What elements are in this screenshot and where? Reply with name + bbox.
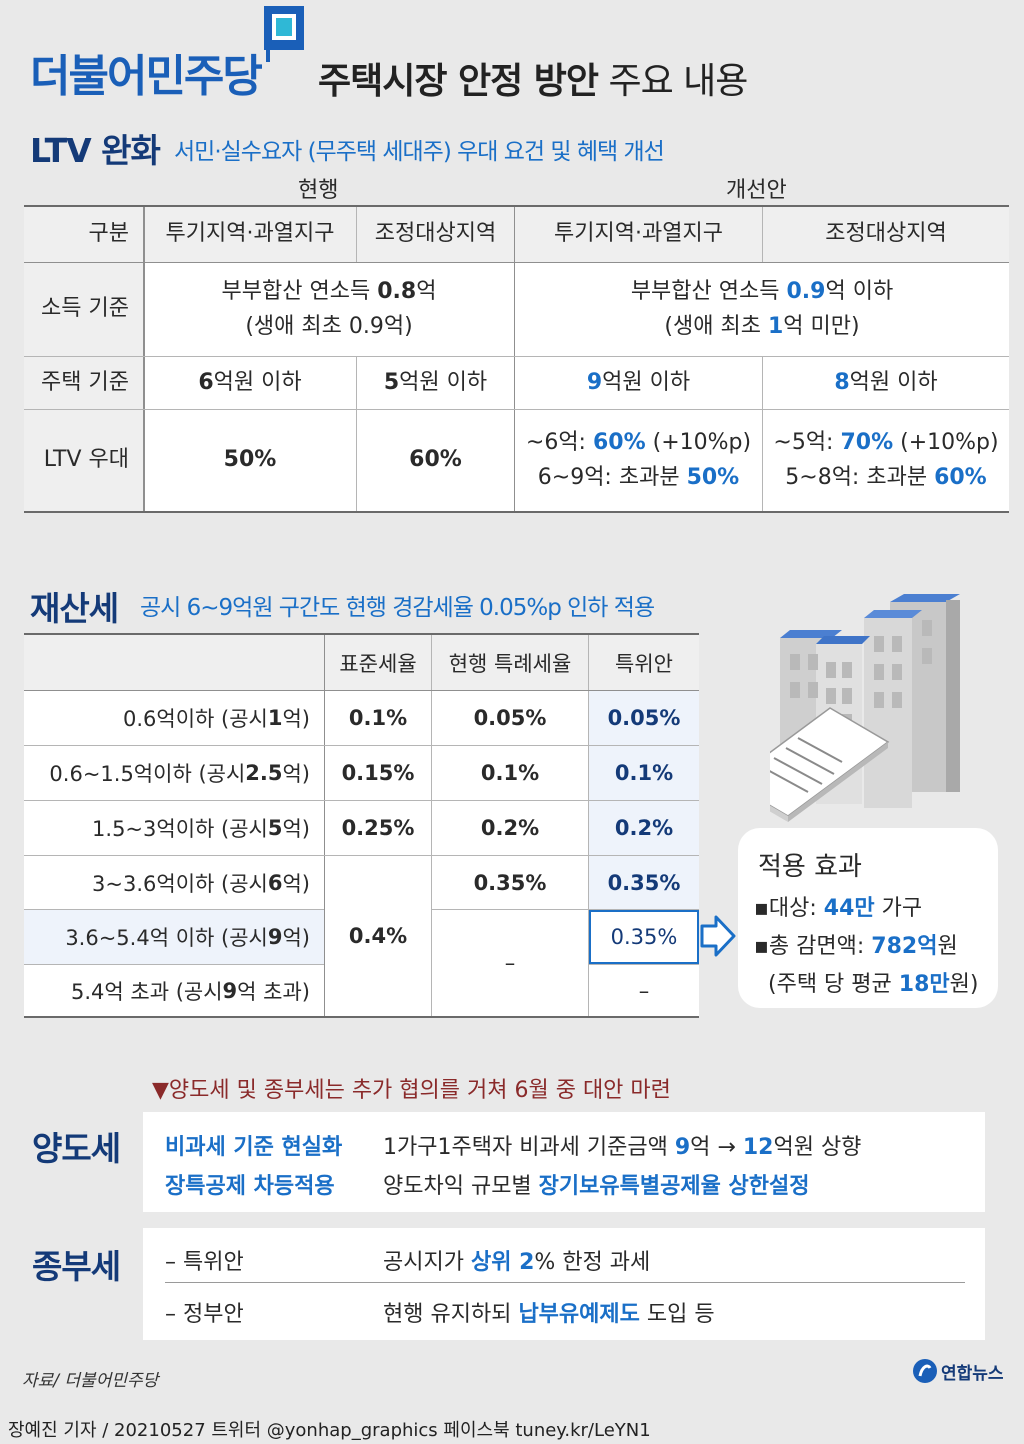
comprehensive-item2-key: – 정부안 xyxy=(165,1302,244,1327)
transfer-tax-label: 양도세 xyxy=(32,1129,121,1168)
current-special-rate: 0.05% xyxy=(473,706,547,730)
current-special-rate-merged: – xyxy=(504,951,516,975)
col-header-standard-rate: 표준세율 xyxy=(339,651,417,676)
table-row-range: 1.5~3억이하 (공시 5 억) xyxy=(92,816,310,841)
proposal-rate: 0.1% xyxy=(614,761,674,785)
house-current-speculative: 6 억원 이하 xyxy=(198,369,302,395)
row-label-ltv: LTV 우대 xyxy=(43,447,129,473)
proposal-rate: 0.2% xyxy=(614,816,674,840)
credit-line: 장예진 기자 / 20210527 트위터 @yonhap_graphics 페… xyxy=(8,1420,651,1441)
comprehensive-item2-desc: 현행 유지하되 납부유예제도 도입 등 xyxy=(383,1302,715,1327)
transfer-item1-desc: 1가구1주택자 비과세 기준금액 9억 → 12억원 상향 xyxy=(383,1135,862,1160)
effect-reduction: ▪총 감면액: 782억원 xyxy=(754,934,958,959)
ltv-current-speculative: 50% xyxy=(223,447,277,473)
property-tax-table: 표준세율 현행 특례세율 특위안 0.6억이하 (공시 1 억) 0.6~1.5억… xyxy=(24,633,699,1018)
divider xyxy=(165,1282,965,1283)
followup-note: ▼양도세 및 종부세는 추가 협의를 거쳐 6월 중 대안 마련 xyxy=(152,1078,671,1103)
house-improved-adjusted: 8 억원 이하 xyxy=(834,369,938,395)
effect-target: ▪대상: 44만 가구 xyxy=(754,896,923,921)
comprehensive-tax-box: – 특위안 공시지가 상위 2% 한정 과세 – 정부안 현행 유지하되 납부유… xyxy=(143,1228,985,1340)
house-improved-speculative: 9 억원 이하 xyxy=(586,369,691,395)
table-row-range-highlight: 3.6~5.4억 이하 (공시 9 억) xyxy=(65,925,310,950)
standard-rate: 0.15% xyxy=(341,761,415,785)
effect-summary-box: 적용 효과 ▪대상: 44만 가구 ▪총 감면액: 782억원 (주택 당 평균… xyxy=(738,828,998,1008)
transfer-tax-box: 비과세 기준 현실화 1가구1주택자 비과세 기준금액 9억 → 12억원 상향… xyxy=(143,1112,985,1212)
page-title: 주택시장 안정 방안 주요 내용 xyxy=(318,61,748,102)
party-name: 더불어민주당 xyxy=(30,51,263,102)
ltv-section-title: LTV 완화 xyxy=(30,131,161,170)
yonhap-logo: 연합뉴스 xyxy=(912,1358,1004,1384)
party-flag-icon xyxy=(262,4,306,62)
ltv-current-adjusted: 60% xyxy=(409,447,462,473)
transfer-item2-desc: 양도차익 규모별 장기보유특별공제율 상한설정 xyxy=(383,1174,810,1199)
table-row-range: 0.6억이하 (공시 1 억) xyxy=(122,706,310,731)
current-special-rate: 0.1% xyxy=(480,761,540,785)
standard-rate: 0.25% xyxy=(341,816,415,840)
transfer-item2-key: 장특공제 차등적용 xyxy=(165,1174,335,1199)
current-special-rate: 0.2% xyxy=(480,816,540,840)
proposal-rate: 0.35% xyxy=(607,870,681,895)
col-header-label: 구분 xyxy=(88,221,129,247)
property-tax-subtitle: 공시 6~9억원 구간도 현행 경감세율 0.05%p 인하 적용 xyxy=(140,595,655,621)
col-header-improved-adjusted: 조정대상지역 xyxy=(825,221,947,247)
col-header-committee-proposal: 특위안 xyxy=(615,651,673,676)
col-header-improved-speculative: 투기지역·과열지구 xyxy=(554,221,723,247)
house-current-adjusted: 5 억원 이하 xyxy=(383,369,488,395)
current-special-rate: 0.35% xyxy=(473,870,547,895)
proposal-rate-highlight: 0.35% xyxy=(589,910,699,964)
yonhap-logo-icon xyxy=(913,1359,937,1383)
col-header-current-adjusted: 조정대상지역 xyxy=(374,221,497,247)
effect-average: (주택 당 평균 18만원) xyxy=(768,972,979,997)
row-label-house: 주택 기준 xyxy=(41,369,129,395)
standard-rate-merged: 0.4% xyxy=(348,924,408,948)
comprehensive-tax-label: 종부세 xyxy=(32,1247,121,1286)
row-label-income: 소득 기준 xyxy=(41,296,129,322)
comprehensive-item1-desc: 공시지가 상위 2% 한정 과세 xyxy=(383,1250,651,1275)
proposal-rate: 0.05% xyxy=(607,706,681,730)
ltv-section-subtitle: 서민·실수요자 (무주택 세대주) 우대 요건 및 혜택 개선 xyxy=(174,139,665,165)
comprehensive-item1-key: – 특위안 xyxy=(165,1250,244,1275)
effect-title: 적용 효과 xyxy=(758,852,862,882)
ltv-table: 구분 투기지역·과열지구 조정대상지역 투기지역·과열지구 조정대상지역 소득 … xyxy=(24,205,1009,513)
col-header-current-speculative: 투기지역·과열지구 xyxy=(165,221,335,247)
source-note: 자료/ 더불어민주당 xyxy=(22,1371,159,1391)
arrow-right-icon xyxy=(700,914,736,962)
group-improved-label: 개선안 xyxy=(726,178,787,203)
proposal-rate: – xyxy=(638,978,650,1003)
apartment-buildings-icon xyxy=(728,592,1010,826)
table-row-range: 3~3.6억이하 (공시 6 억) xyxy=(92,870,310,896)
col-header-current-special-rate: 현행 특례세율 xyxy=(448,651,572,676)
ltv-improved-adjusted: ~5억: 70% (+10%p) 5~8억: 초과분 60% xyxy=(773,430,999,490)
property-tax-title: 재산세 xyxy=(30,589,119,628)
standard-rate: 0.1% xyxy=(348,706,408,730)
ltv-improved-speculative: ~6억: 60% (+10%p) 6~9억: 초과분 50% xyxy=(525,430,752,490)
table-row-range: 0.6~1.5억이하 (공시 2.5 억) xyxy=(49,761,310,786)
group-current-label: 현행 xyxy=(298,178,339,203)
transfer-item1-key: 비과세 기준 현실화 xyxy=(165,1135,343,1160)
income-current: 부부합산 연소득 0.8억 (생애 최초 0.9억) xyxy=(221,279,437,339)
income-improved: 부부합산 연소득 0.9억 이하 (생애 최초 1억 미만) xyxy=(630,279,894,339)
